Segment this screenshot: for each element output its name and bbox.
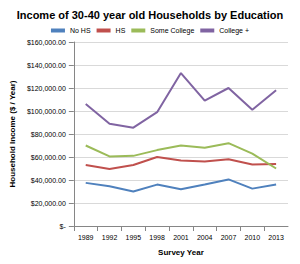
svg-text:No HS: No HS: [70, 27, 91, 34]
svg-text:2001: 2001: [173, 234, 189, 241]
svg-text:$20,000.00: $20,000.00: [31, 200, 66, 207]
svg-text:HS: HS: [116, 27, 126, 34]
svg-text:Survey Year: Survey Year: [158, 248, 204, 257]
svg-text:$-: $-: [60, 223, 67, 230]
svg-text:2010: 2010: [245, 234, 261, 241]
svg-text:1995: 1995: [126, 234, 142, 241]
svg-text:$140,000.00: $140,000.00: [27, 62, 66, 69]
svg-text:$100,000.00: $100,000.00: [27, 108, 66, 115]
svg-text:1992: 1992: [102, 234, 118, 241]
svg-text:1989: 1989: [78, 234, 94, 241]
svg-text:College +: College +: [219, 27, 249, 35]
svg-text:2004: 2004: [197, 234, 213, 241]
svg-text:2007: 2007: [221, 234, 237, 241]
svg-text:Household Income ($ / Year): Household Income ($ / Year): [8, 80, 17, 187]
svg-text:Income of 30-40 year old House: Income of 30-40 year old Households by E…: [17, 9, 284, 21]
svg-text:$80,000.00: $80,000.00: [31, 131, 66, 138]
svg-text:$120,000.00: $120,000.00: [27, 85, 66, 92]
svg-text:$40,000.00: $40,000.00: [31, 177, 66, 184]
svg-text:Some College: Some College: [150, 27, 194, 35]
svg-text:$160,000.00: $160,000.00: [27, 39, 66, 46]
svg-text:$60,000.00: $60,000.00: [31, 154, 66, 161]
svg-text:2013: 2013: [268, 234, 284, 241]
svg-text:1998: 1998: [149, 234, 165, 241]
